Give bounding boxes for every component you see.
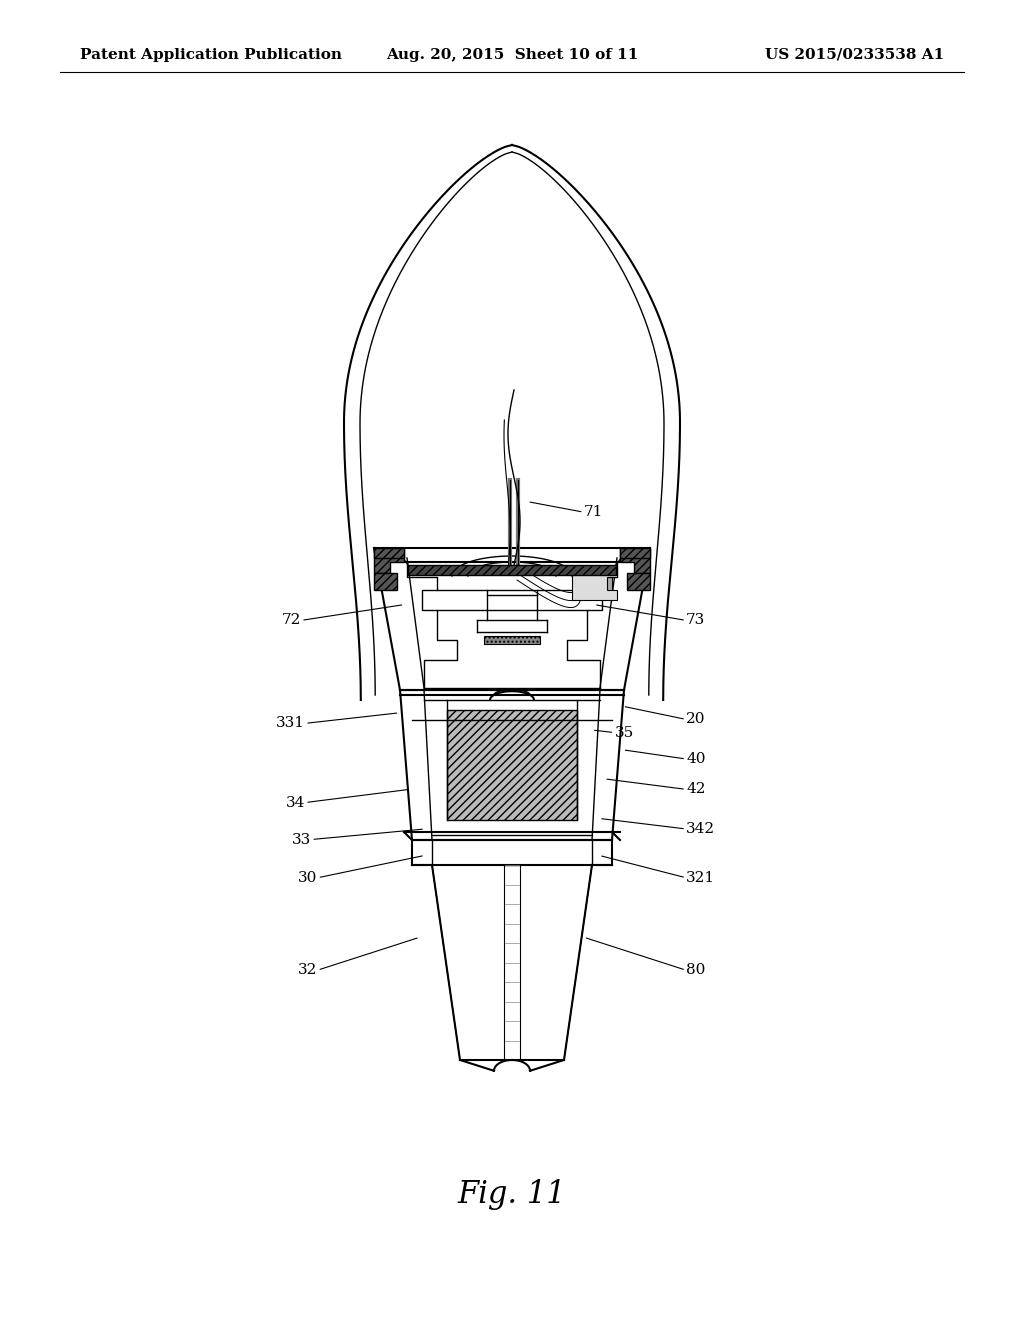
Polygon shape <box>620 548 650 558</box>
Polygon shape <box>577 570 612 598</box>
Polygon shape <box>572 568 617 601</box>
Text: 35: 35 <box>614 726 634 739</box>
Text: 33: 33 <box>292 833 311 846</box>
Text: 321: 321 <box>686 871 715 884</box>
Text: 331: 331 <box>276 717 305 730</box>
Polygon shape <box>408 565 616 576</box>
Text: 40: 40 <box>686 752 706 766</box>
Text: 80: 80 <box>686 964 706 977</box>
Text: Fig. 11: Fig. 11 <box>458 1180 566 1210</box>
Text: 71: 71 <box>584 506 603 519</box>
Polygon shape <box>620 548 650 573</box>
Polygon shape <box>484 636 540 644</box>
Text: 34: 34 <box>286 796 305 809</box>
Polygon shape <box>374 548 404 558</box>
Polygon shape <box>374 573 397 590</box>
Text: 342: 342 <box>686 822 715 836</box>
Text: 20: 20 <box>686 713 706 726</box>
Polygon shape <box>374 548 404 573</box>
Polygon shape <box>627 573 650 590</box>
Text: US 2015/0233538 A1: US 2015/0233538 A1 <box>765 48 944 62</box>
Text: 42: 42 <box>686 783 706 796</box>
Text: Aug. 20, 2015  Sheet 10 of 11: Aug. 20, 2015 Sheet 10 of 11 <box>386 48 638 62</box>
Text: 32: 32 <box>298 964 317 977</box>
Text: 30: 30 <box>298 871 317 884</box>
Text: 72: 72 <box>282 614 301 627</box>
Text: Patent Application Publication: Patent Application Publication <box>80 48 342 62</box>
Polygon shape <box>447 710 577 820</box>
Text: 73: 73 <box>686 614 706 627</box>
